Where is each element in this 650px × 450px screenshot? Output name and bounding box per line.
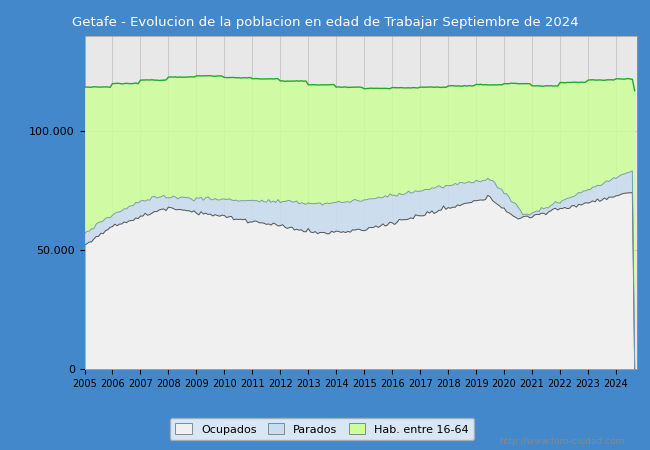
- Text: http://www.foro-ciudad.com: http://www.foro-ciudad.com: [499, 436, 624, 446]
- Legend: Ocupados, Parados, Hab. entre 16-64: Ocupados, Parados, Hab. entre 16-64: [170, 418, 474, 440]
- Text: Getafe - Evolucion de la poblacion en edad de Trabajar Septiembre de 2024: Getafe - Evolucion de la poblacion en ed…: [72, 16, 578, 29]
